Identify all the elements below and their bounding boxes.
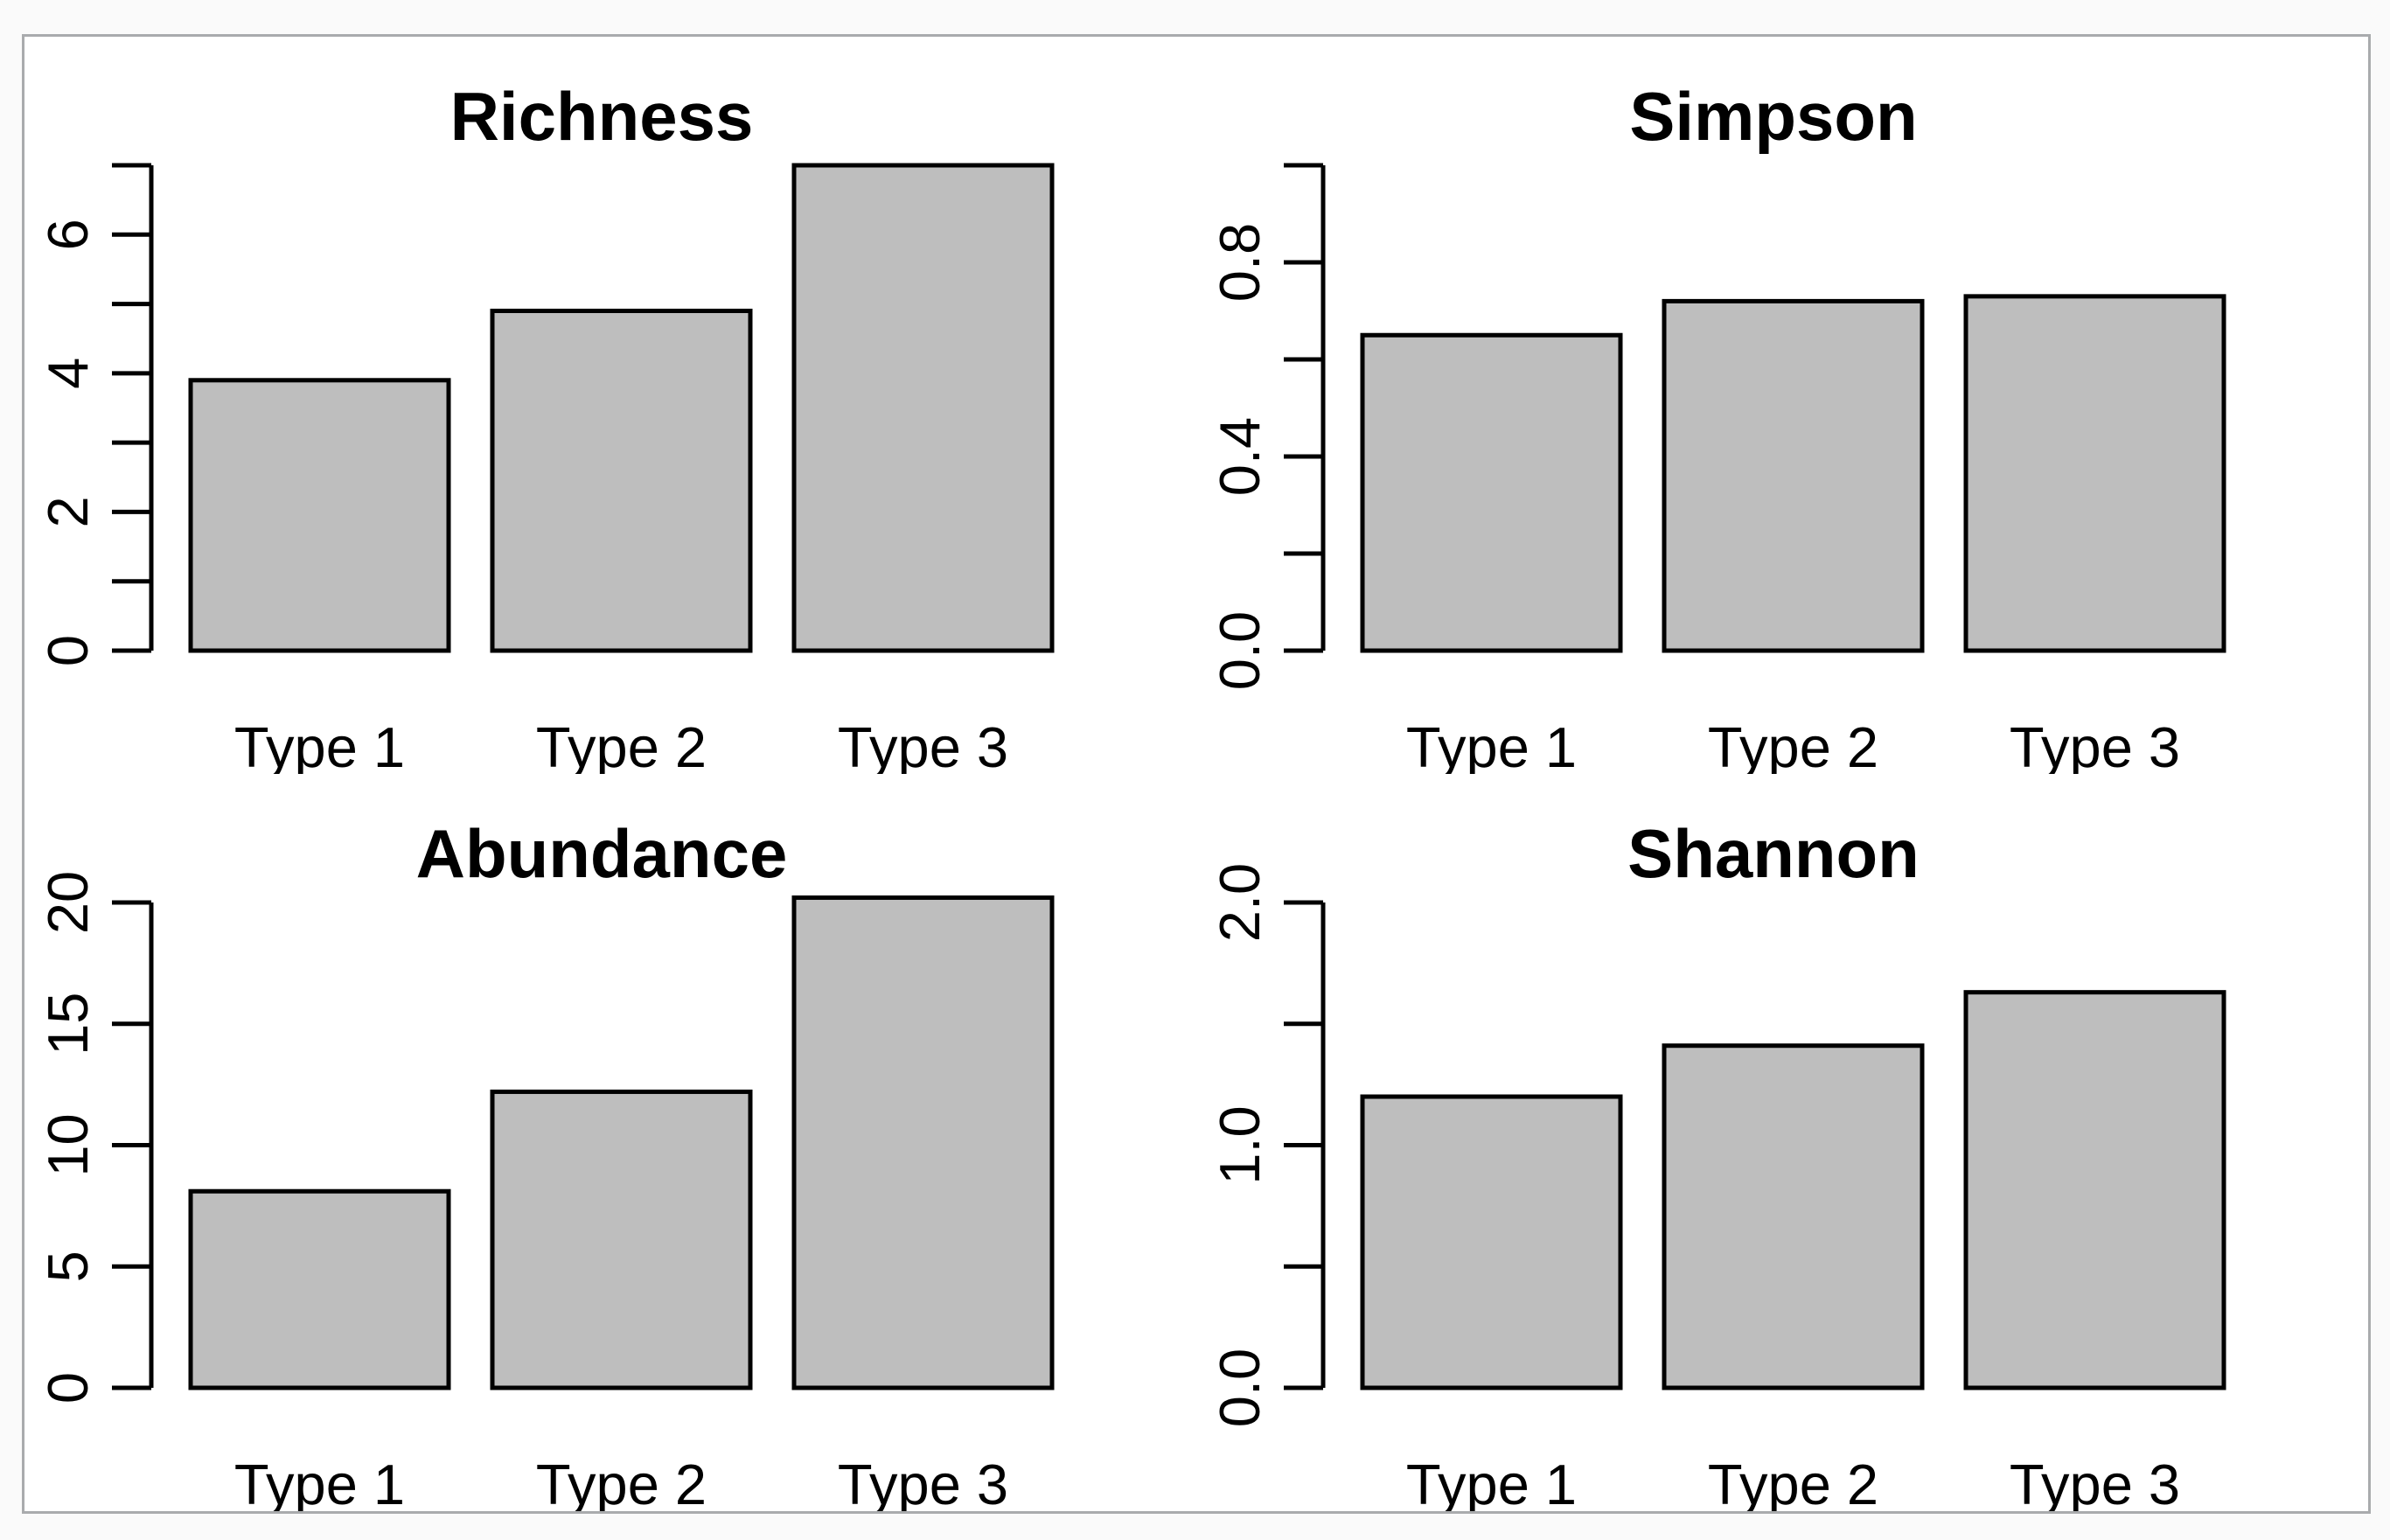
figure-frame: Richness 0 2 4 6 Type 1 Type 2 Type 3 Simpson 0.… bbox=[22, 34, 2371, 1514]
x-category-label: Type 1 bbox=[234, 715, 405, 774]
panel-title: Richness bbox=[450, 78, 754, 155]
y-tick-label: 6 bbox=[36, 219, 100, 250]
panel-title: Abundance bbox=[416, 815, 788, 892]
x-category-label: Type 1 bbox=[1406, 1453, 1577, 1511]
panel-title: Simpson bbox=[1629, 78, 1917, 155]
y-tick-label: 4 bbox=[36, 358, 100, 389]
y-tick-label: 0 bbox=[36, 1372, 100, 1404]
y-tick-label: 2.0 bbox=[1208, 863, 1272, 942]
x-category-label: Type 3 bbox=[838, 1453, 1008, 1511]
bar bbox=[1360, 1094, 1623, 1390]
y-tick-label: 0.0 bbox=[1208, 1348, 1272, 1427]
y-tick-label: 1.0 bbox=[1208, 1105, 1272, 1184]
x-category-label: Type 2 bbox=[1708, 1453, 1878, 1511]
bar bbox=[1963, 990, 2226, 1390]
panel-richness: Richness 0 2 4 6 Type 1 Type 2 Type 3 bbox=[36, 78, 1055, 774]
bar bbox=[791, 895, 1055, 1390]
bar bbox=[1963, 294, 2226, 653]
y-tick-label: 20 bbox=[36, 871, 100, 934]
x-category-label: Type 3 bbox=[2010, 715, 2180, 774]
x-category-label: Type 3 bbox=[2010, 1453, 2180, 1511]
bar bbox=[490, 309, 753, 653]
panel-abundance: Abundance 0 5 10 15 20 Type 1 Type 2 Type 3 bbox=[36, 815, 1055, 1511]
y-tick-label: 2 bbox=[36, 496, 100, 527]
bar bbox=[1662, 298, 1925, 653]
x-category-label: Type 1 bbox=[1406, 715, 1577, 774]
x-category-label: Type 2 bbox=[1708, 715, 1878, 774]
y-tick-label: 15 bbox=[36, 993, 100, 1056]
x-category-label: Type 1 bbox=[234, 1453, 405, 1511]
panel-title: Shannon bbox=[1627, 815, 1920, 892]
y-tick-label: 5 bbox=[36, 1251, 100, 1282]
y-tick-label: 0 bbox=[36, 635, 100, 666]
y-tick-label: 0.4 bbox=[1208, 417, 1272, 496]
bar bbox=[188, 378, 451, 653]
bar bbox=[188, 1188, 451, 1390]
bar bbox=[1662, 1043, 1925, 1390]
bar bbox=[1360, 332, 1623, 653]
y-tick-label: 0.8 bbox=[1208, 223, 1272, 302]
x-category-label: Type 3 bbox=[838, 715, 1008, 774]
panel-shannon: Shannon 0.0 1.0 2.0 Type 1 Type 2 Type 3 bbox=[1208, 815, 2226, 1511]
x-category-label: Type 2 bbox=[536, 1453, 707, 1511]
y-tick-label: 10 bbox=[36, 1113, 100, 1176]
bar bbox=[490, 1089, 753, 1390]
x-category-label: Type 2 bbox=[536, 715, 707, 774]
panel-simpson: Simpson 0.0 0.4 0.8 Type 1 Type 2 Type 3 bbox=[1208, 78, 2226, 774]
bar bbox=[791, 163, 1055, 653]
y-tick-label: 0.0 bbox=[1208, 611, 1272, 690]
